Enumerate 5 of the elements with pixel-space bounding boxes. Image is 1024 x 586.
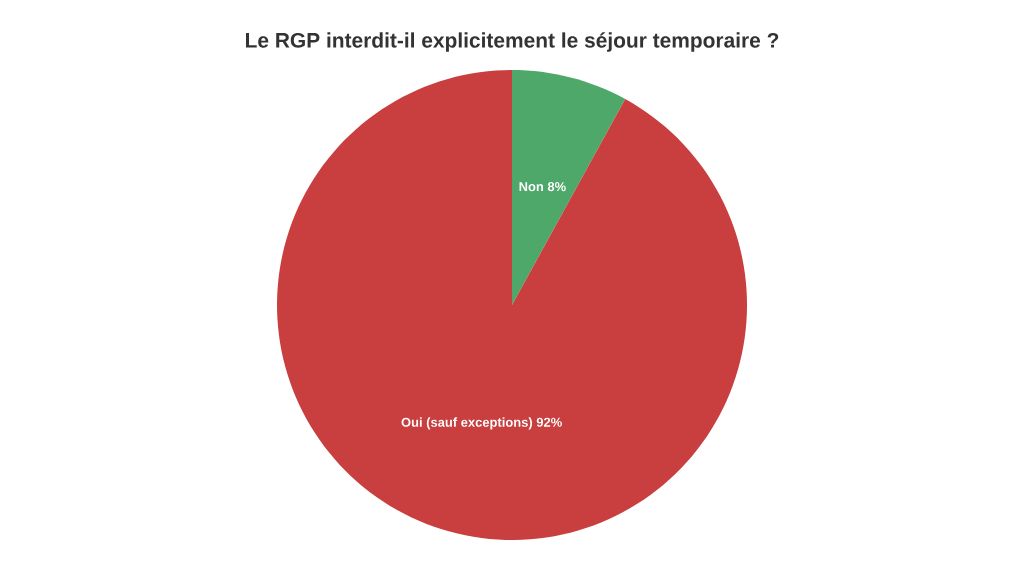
slice-label: Non <box>519 182 543 192</box>
data-label: 92% <box>536 417 562 427</box>
chart-title: Le RGP interdit-il explicitement le séjour temporaire ? <box>246 32 779 52</box>
slice-label: Oui (sauf exceptions) <box>401 417 533 430</box>
data-label: 8% <box>547 182 566 192</box>
